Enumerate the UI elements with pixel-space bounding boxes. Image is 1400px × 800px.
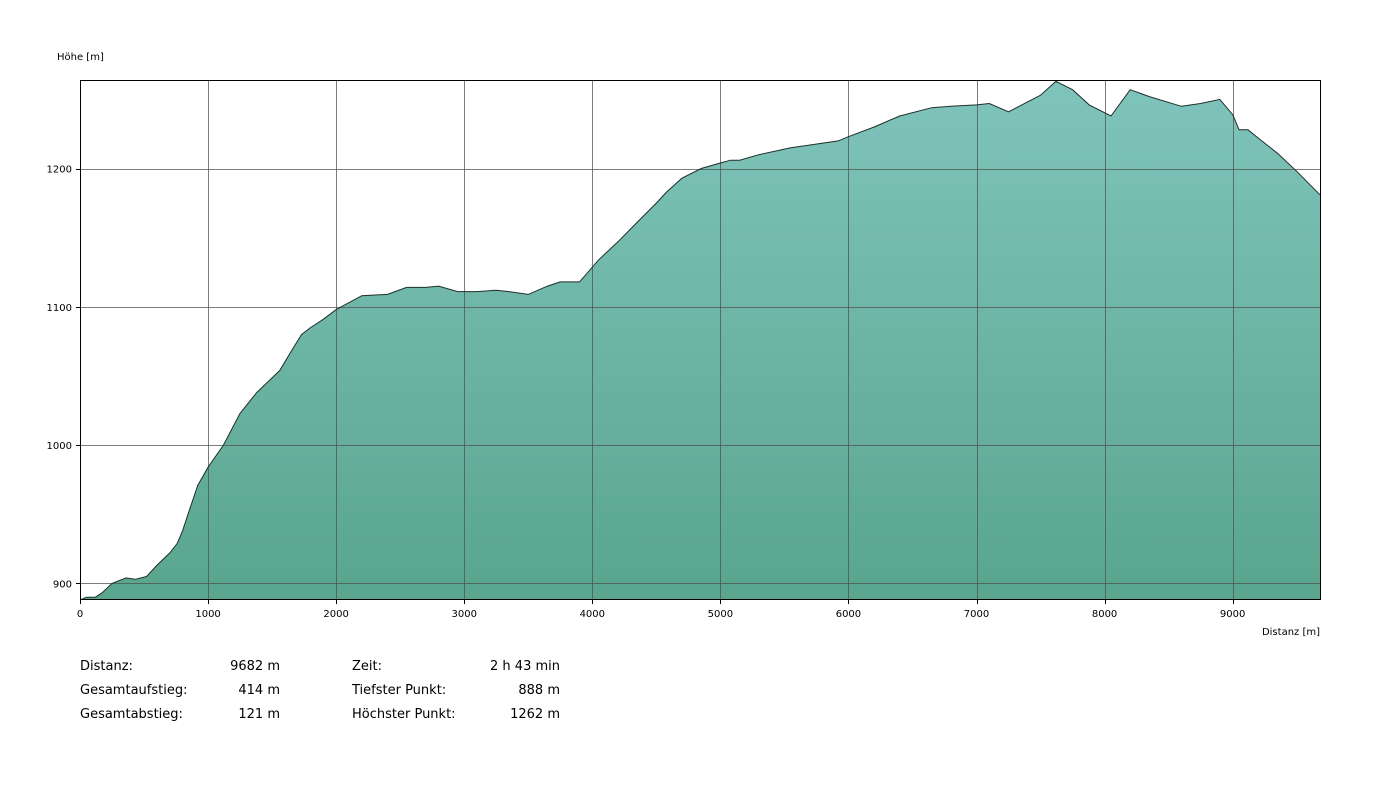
x-tick-label: 9000: [1220, 609, 1245, 620]
y-tick-label: 900: [53, 579, 72, 590]
x-tick-label: 5000: [708, 609, 733, 620]
stat-time-label: Zeit:: [352, 659, 382, 674]
stat-ascent-label: Gesamtaufstieg:: [80, 683, 188, 698]
x-tick-label: 7000: [964, 609, 989, 620]
x-tick-label: 1000: [195, 609, 220, 620]
plot-frame: [80, 80, 1321, 600]
stat-highest-label: Höchster Punkt:: [352, 707, 456, 722]
y-axis-ticks: 900 1000 1100 1200: [47, 165, 80, 590]
stat-lowest-label: Tiefster Punkt:: [352, 683, 447, 698]
stat-distance-value: 9682 m: [230, 659, 280, 674]
y-tick-label: 1000: [47, 441, 72, 452]
elevation-area: [80, 81, 1320, 600]
x-tick-label: 8000: [1092, 609, 1117, 620]
stat-distance-label: Distanz:: [80, 659, 133, 674]
elevation-profile-line: [79, 80, 1321, 601]
x-axis-label: Distanz [m]: [1262, 627, 1320, 638]
route-statistics: Distanz: 9682 m Gesamtaufstieg: 414 m Ge…: [80, 658, 640, 738]
x-tick-label: 0: [77, 609, 83, 620]
elevation-chart: Höhe [m] Distanz [m] 0 1000 2000 3000 4000 50…: [47, 52, 1321, 638]
stat-descent-value: 121 m: [238, 707, 280, 722]
stat-time-value: 2 h 43 min: [490, 659, 560, 674]
x-tick-label: 6000: [836, 609, 861, 620]
x-tick-label: 2000: [323, 609, 348, 620]
y-axis-label: Höhe [m]: [57, 52, 104, 63]
x-tick-label: 3000: [451, 609, 476, 620]
x-axis-ticks: 0 1000 2000 3000 4000 5000 6000 7000 8000 9000: [77, 600, 1245, 620]
stat-ascent-value: 414 m: [238, 683, 280, 698]
stat-lowest-value: 888 m: [518, 683, 560, 698]
x-tick-label: 4000: [580, 609, 605, 620]
stat-descent-label: Gesamtabstieg:: [80, 707, 183, 722]
y-tick-label: 1200: [47, 165, 72, 176]
y-tick-label: 1100: [47, 303, 72, 314]
stat-highest-value: 1262 m: [510, 707, 560, 722]
